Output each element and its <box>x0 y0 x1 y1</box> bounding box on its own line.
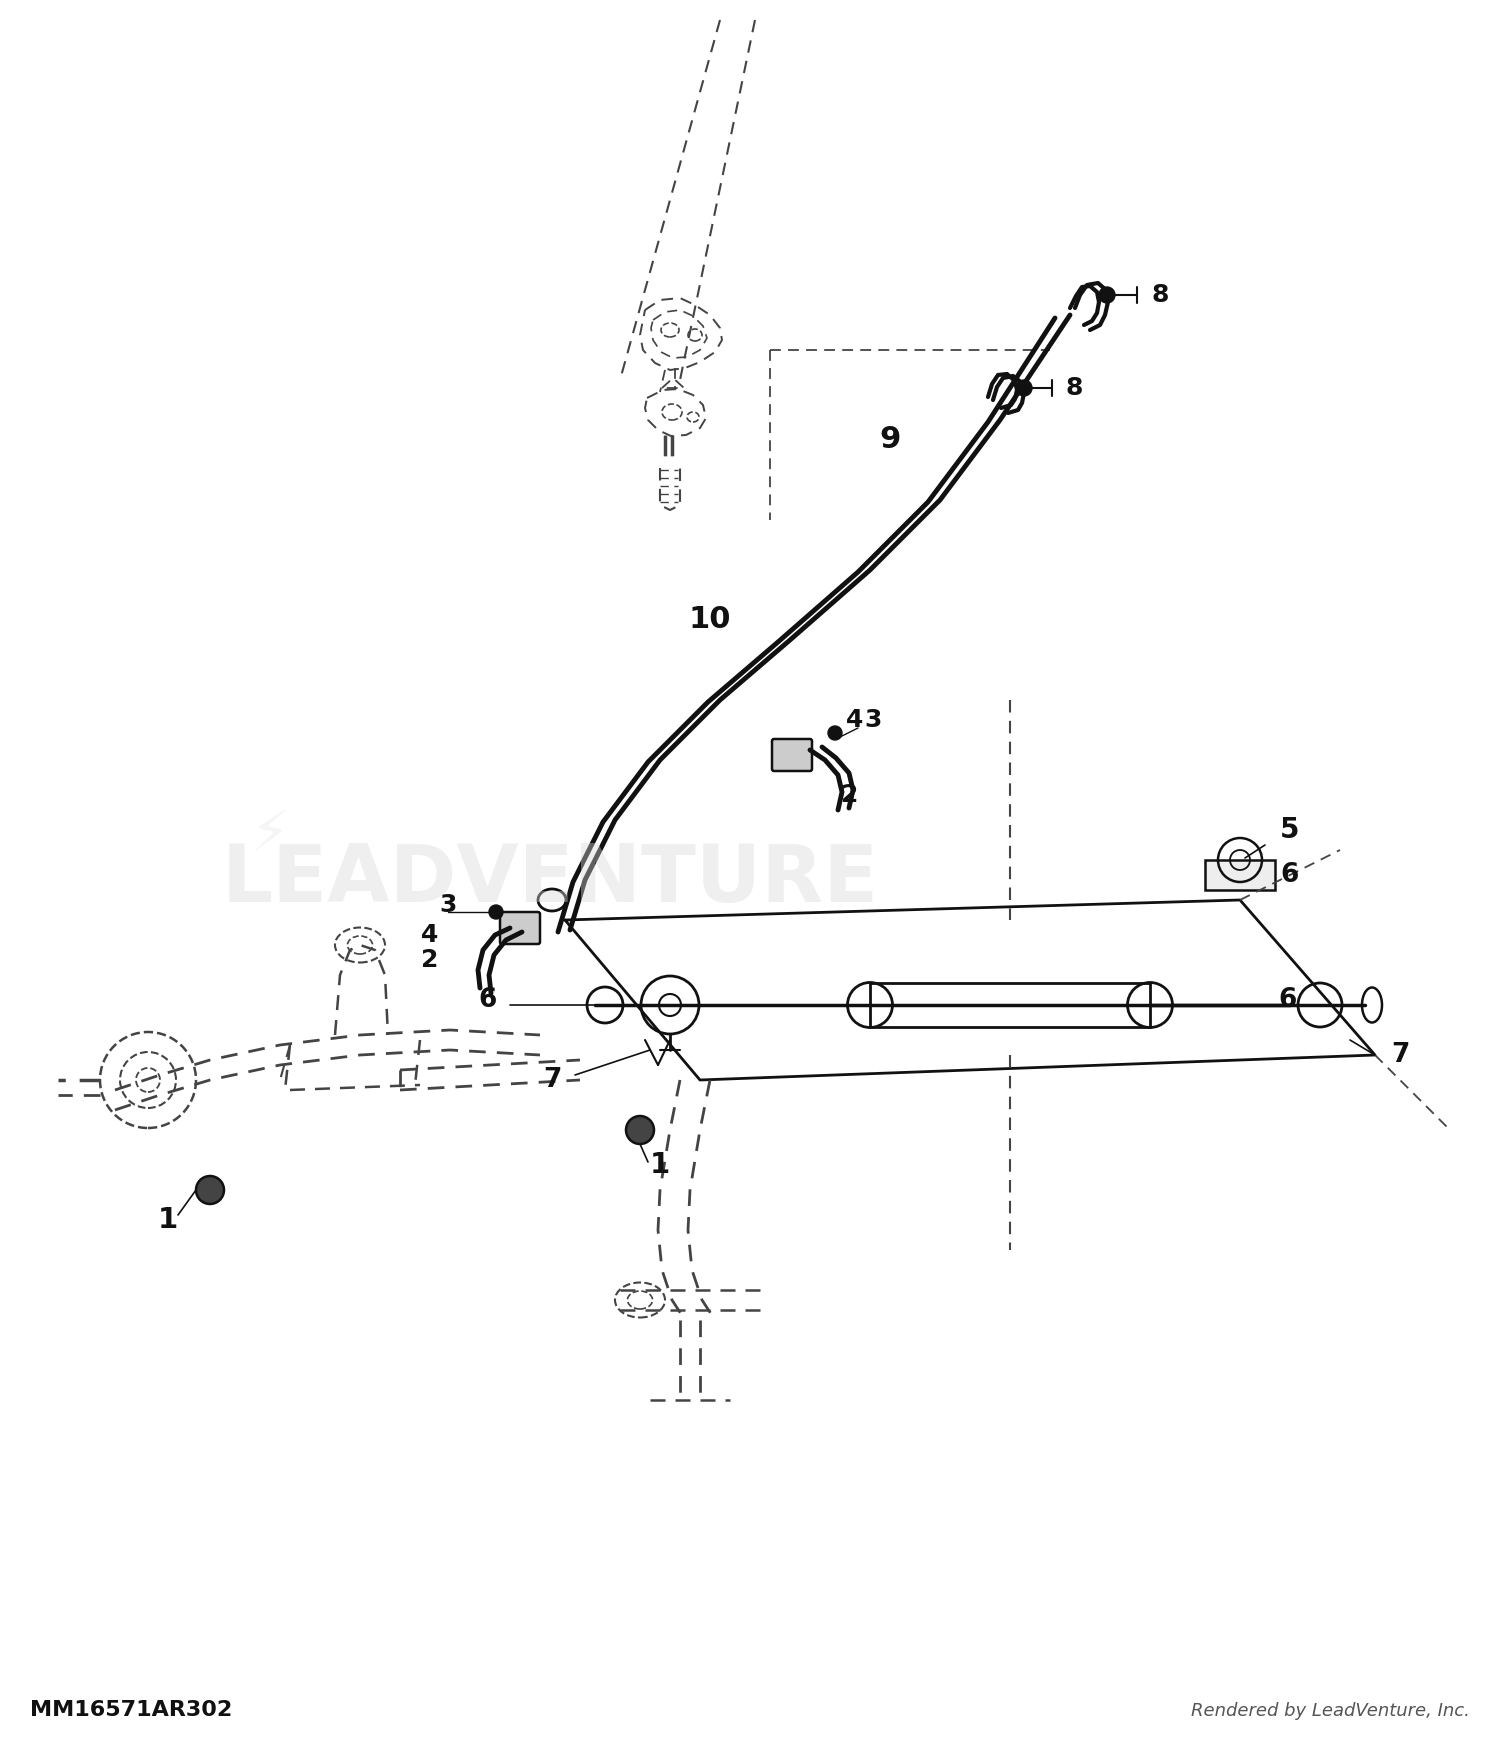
Text: 5: 5 <box>1280 816 1299 843</box>
Text: 6: 6 <box>478 987 496 1013</box>
Text: 10: 10 <box>688 606 730 635</box>
Text: Rendered by LeadVenture, Inc.: Rendered by LeadVenture, Inc. <box>1191 1703 1470 1720</box>
Circle shape <box>489 905 502 919</box>
Text: 2: 2 <box>422 949 438 971</box>
Circle shape <box>828 726 842 740</box>
Text: 7: 7 <box>543 1068 561 1094</box>
Text: ⚡: ⚡ <box>251 808 290 863</box>
Text: MM16571AR302: MM16571AR302 <box>30 1699 232 1720</box>
Text: 1: 1 <box>158 1206 178 1234</box>
Text: 4: 4 <box>422 922 438 947</box>
Text: 4: 4 <box>846 709 864 731</box>
FancyBboxPatch shape <box>500 912 540 943</box>
Circle shape <box>1016 380 1032 396</box>
FancyBboxPatch shape <box>772 738 812 772</box>
Text: 9: 9 <box>879 425 900 455</box>
Text: 8: 8 <box>1152 284 1170 306</box>
Text: 6: 6 <box>1281 863 1299 887</box>
Circle shape <box>626 1116 654 1144</box>
Circle shape <box>1100 287 1114 303</box>
Circle shape <box>196 1176 223 1204</box>
Text: 3: 3 <box>864 709 882 731</box>
Text: 1: 1 <box>650 1152 670 1180</box>
Text: 7: 7 <box>1390 1041 1408 1068</box>
Text: 8: 8 <box>1066 376 1083 401</box>
Text: 2: 2 <box>842 782 858 807</box>
Text: 6: 6 <box>1280 987 1298 1013</box>
Text: LEADVENTURE: LEADVENTURE <box>222 842 879 919</box>
Text: 3: 3 <box>440 892 456 917</box>
FancyBboxPatch shape <box>1204 859 1275 891</box>
